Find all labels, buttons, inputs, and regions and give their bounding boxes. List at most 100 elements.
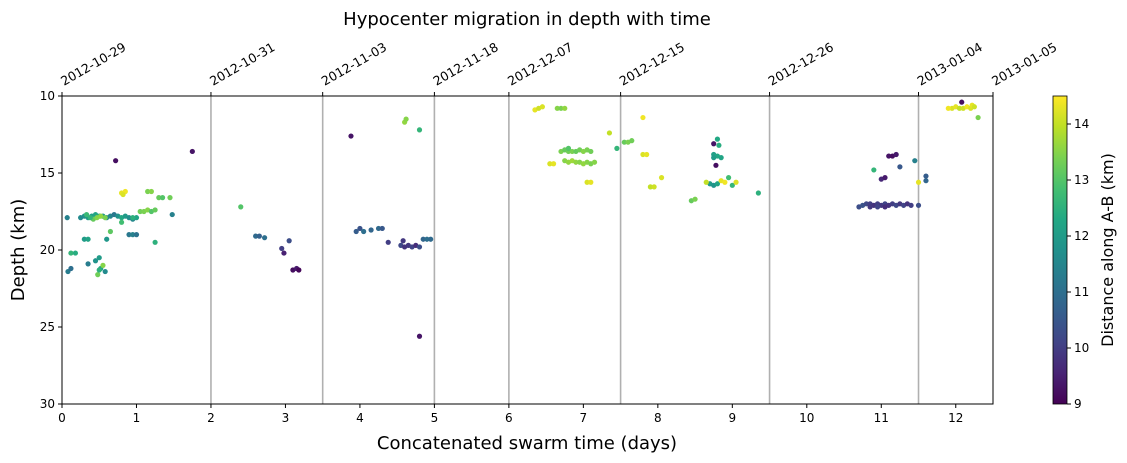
data-point xyxy=(424,236,430,242)
data-point xyxy=(882,204,888,210)
data-point xyxy=(145,188,151,195)
data-point xyxy=(64,215,70,221)
data-point xyxy=(729,182,735,188)
data-point xyxy=(92,258,99,264)
colorbar-tick-label: 11 xyxy=(1074,285,1089,299)
data-point xyxy=(912,158,918,164)
data-point xyxy=(915,179,922,185)
x-tick-label: 5 xyxy=(431,411,439,425)
data-point xyxy=(375,225,382,232)
data-point xyxy=(385,239,391,245)
x-tick-label: 9 xyxy=(728,411,736,425)
data-point xyxy=(416,244,423,250)
data-point xyxy=(102,215,108,221)
data-point xyxy=(629,138,635,144)
data-point xyxy=(614,145,620,151)
data-point xyxy=(882,175,888,181)
data-point xyxy=(368,227,374,233)
data-point xyxy=(353,228,359,235)
data-point xyxy=(100,262,106,268)
data-point xyxy=(156,195,162,201)
data-point xyxy=(152,239,158,245)
colorbar-tick-label: 9 xyxy=(1074,397,1082,411)
data-point xyxy=(923,173,929,179)
data-point xyxy=(703,179,709,185)
data-point xyxy=(886,153,892,159)
data-point xyxy=(68,265,74,272)
data-point xyxy=(361,228,367,235)
x-tick-label: 3 xyxy=(282,411,290,425)
data-point xyxy=(85,236,91,242)
data-point xyxy=(169,211,175,218)
data-point xyxy=(908,202,914,208)
data-point xyxy=(126,232,132,238)
data-point xyxy=(281,250,287,256)
date-tick-label: 2013-01-04 xyxy=(915,39,985,88)
data-point xyxy=(716,142,722,148)
data-point xyxy=(403,116,409,122)
chart-title: Hypocenter migration in depth with time xyxy=(343,9,711,30)
data-point xyxy=(102,268,108,275)
data-point xyxy=(428,236,434,242)
data-point xyxy=(98,213,104,219)
data-point xyxy=(584,179,590,185)
date-tick-label: 2012-12-15 xyxy=(617,39,687,88)
y-tick-label: 10 xyxy=(40,89,55,103)
data-point xyxy=(733,179,739,185)
data-point xyxy=(588,148,594,155)
x-axis-ticks: 0 1 2 3 4 5 6 7 8 9 10 11 12 xyxy=(58,404,963,425)
data-point xyxy=(348,133,354,139)
data-point xyxy=(569,148,575,155)
data-point xyxy=(718,155,724,161)
data-point xyxy=(562,105,568,111)
data-point xyxy=(915,202,922,208)
x-tick-label: 4 xyxy=(356,411,364,425)
data-point xyxy=(565,145,572,151)
colorbar-tick-label: 12 xyxy=(1074,229,1089,243)
date-tick-label: 2012-12-26 xyxy=(766,39,836,88)
data-point xyxy=(87,215,93,221)
data-point xyxy=(68,250,74,256)
data-point xyxy=(547,161,553,167)
x-axis-label: Concatenated swarm time (days) xyxy=(377,433,677,454)
data-point xyxy=(558,105,564,111)
data-point xyxy=(104,236,110,242)
data-point xyxy=(296,267,302,273)
data-point xyxy=(159,195,166,201)
data-point xyxy=(863,201,869,207)
data-point xyxy=(871,167,877,173)
data-point xyxy=(713,162,719,168)
data-point xyxy=(923,178,929,184)
data-point xyxy=(971,104,977,110)
data-point xyxy=(640,151,646,158)
x-tick-label: 10 xyxy=(799,411,814,425)
data-point xyxy=(130,232,136,238)
data-point xyxy=(588,179,594,185)
data-point xyxy=(554,105,560,111)
data-point xyxy=(692,196,698,202)
colorbar-tick-label: 13 xyxy=(1074,173,1089,187)
y-axis-ticks: 10 15 20 25 30 xyxy=(40,89,62,411)
data-point xyxy=(379,225,385,232)
data-point xyxy=(956,105,963,111)
data-point xyxy=(651,184,657,190)
date-tick-label: 2012-12-07 xyxy=(505,39,575,88)
data-point xyxy=(420,236,426,242)
data-point xyxy=(867,204,873,210)
data-point xyxy=(96,255,102,261)
scatter-points xyxy=(64,99,981,339)
data-point xyxy=(78,215,84,221)
top-date-axis: 2012-10-29 2012-10-31 2012-11-03 2012-11-18… xyxy=(58,39,1059,96)
data-point xyxy=(96,267,102,273)
x-tick-label: 0 xyxy=(58,411,66,425)
data-point xyxy=(975,114,981,121)
data-point xyxy=(133,215,140,221)
data-point xyxy=(120,191,126,198)
data-point xyxy=(256,233,262,239)
colorbar xyxy=(1052,95,1068,405)
data-point xyxy=(647,184,653,190)
data-point xyxy=(591,159,598,165)
x-tick-label: 8 xyxy=(654,411,662,425)
y-tick-label: 30 xyxy=(40,397,55,411)
